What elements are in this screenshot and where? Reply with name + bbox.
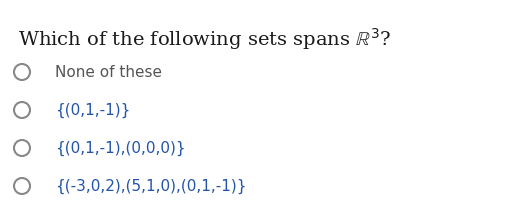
Text: {(0,1,-1)}: {(0,1,-1)} bbox=[55, 102, 130, 118]
Text: Which of the following sets spans $\mathbb{R}^3$?: Which of the following sets spans $\math… bbox=[18, 26, 391, 52]
Text: None of these: None of these bbox=[55, 65, 162, 79]
Text: {(-3,0,2),(5,1,0),(0,1,-1)}: {(-3,0,2),(5,1,0),(0,1,-1)} bbox=[55, 178, 246, 194]
Text: {(0,1,-1),(0,0,0)}: {(0,1,-1),(0,0,0)} bbox=[55, 140, 186, 156]
